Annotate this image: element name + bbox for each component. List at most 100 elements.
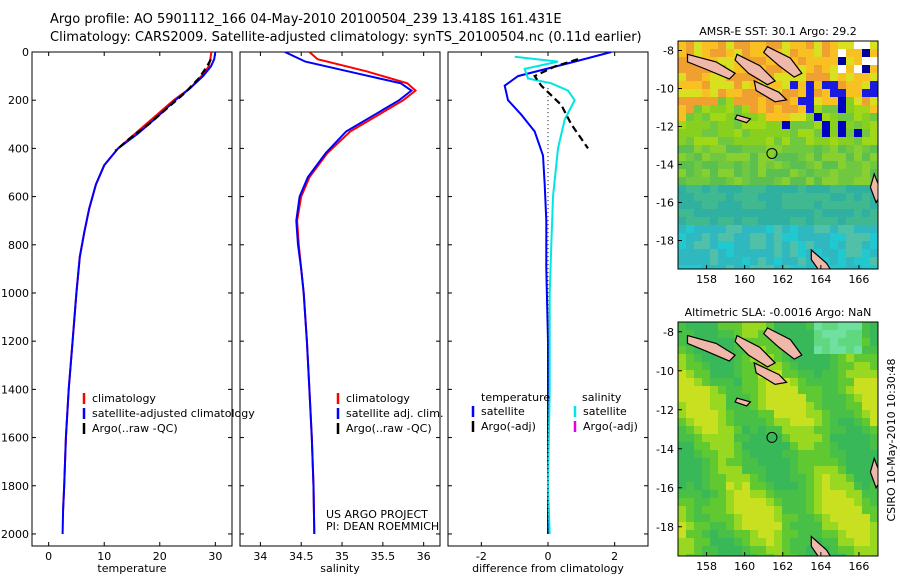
salinity-xtick-label: 35 — [335, 550, 349, 563]
sla_map-cell — [830, 354, 838, 362]
sst_map-cell — [790, 177, 798, 185]
sst_map-cell — [806, 193, 814, 201]
sla_map-cell — [758, 474, 766, 482]
sst_map-cell — [798, 137, 806, 145]
sla_map-cell — [854, 418, 862, 426]
sla_map-cell — [718, 402, 726, 410]
sla_map-cell — [806, 418, 814, 426]
sst_map-cell — [694, 257, 702, 265]
sla_map-cell — [782, 370, 790, 378]
sla_map-cell — [694, 354, 702, 362]
sst_map-cell — [838, 265, 846, 269]
sst_map-cell — [694, 49, 702, 57]
sst_map-cell — [710, 169, 718, 177]
sst_map-cell — [782, 169, 790, 177]
sla_map-cell — [806, 338, 814, 346]
sst_map-cell — [718, 145, 726, 153]
sla_map-cell — [766, 394, 774, 402]
sla_map-cell — [686, 354, 694, 362]
sla_map-cell — [830, 538, 838, 546]
sla_map-cell — [870, 554, 878, 556]
sst_map-cell — [798, 185, 806, 193]
sla_map-cell — [782, 530, 790, 538]
sla_map-cell — [806, 378, 814, 386]
sst_map-cell — [838, 129, 846, 137]
sla_map-cell — [862, 370, 870, 378]
sst_map-cell — [846, 41, 854, 49]
sla_map-cell — [774, 450, 782, 458]
sst_map-cell — [830, 65, 838, 73]
sst_map-cell — [686, 265, 694, 269]
sst_map-cell — [822, 97, 830, 105]
sla_map-cell — [678, 546, 686, 554]
sla_map-cell — [766, 538, 774, 546]
sla_map-cell — [822, 538, 830, 546]
sst_map-cell — [862, 113, 870, 121]
sst_map-cell — [870, 65, 878, 73]
sla_map-cell — [742, 322, 750, 330]
sla_map-cell — [782, 514, 790, 522]
sst_map-cell — [798, 177, 806, 185]
sst_map-cell — [750, 57, 758, 65]
sst_map-cell — [726, 225, 734, 233]
temperature-series-satellite-adjusted-climatology — [61, 52, 217, 535]
sla_map-cell — [774, 394, 782, 402]
sla_map-cell — [734, 482, 742, 490]
sla_map-cell — [846, 506, 854, 514]
sla_map-cell — [678, 322, 686, 330]
legend-entry: climatology — [346, 392, 410, 405]
sla_map-cell — [678, 442, 686, 450]
sla_map-cell — [750, 490, 758, 498]
sla_map-cell — [750, 386, 758, 394]
sst_map-cell — [694, 97, 702, 105]
sst_map-cell — [790, 113, 798, 121]
sla_map-cell — [790, 474, 798, 482]
sla_map-cell — [726, 554, 734, 556]
sla_map-cell — [742, 330, 750, 338]
sla_map-cell — [854, 354, 862, 362]
sst_map-cell — [870, 257, 878, 265]
sst_map-cell — [774, 209, 782, 217]
sla_map-cell — [870, 482, 878, 490]
sst_map-cell — [862, 65, 870, 73]
sst_map-cell — [846, 217, 854, 225]
sla_map-cell — [750, 442, 758, 450]
sst_map-cell — [686, 209, 694, 217]
sla_map-cell — [734, 522, 742, 530]
sla_map-cell — [694, 394, 702, 402]
sst_map-ytick-label: -8 — [663, 45, 674, 58]
sst_map-cell — [686, 185, 694, 193]
sla_map-heatmap — [678, 322, 878, 556]
sst_map-cell — [702, 41, 710, 49]
sst_map-cell — [726, 241, 734, 249]
sst_map-cell — [750, 105, 758, 113]
sst_map-cell — [718, 113, 726, 121]
sla_map-cell — [758, 546, 766, 554]
sst_map-cell — [774, 81, 782, 89]
sla_map-cell — [798, 474, 806, 482]
sla_map-cell — [798, 434, 806, 442]
sla_map-cell — [862, 362, 870, 370]
sla_map-cell — [758, 450, 766, 458]
sla_map-cell — [718, 442, 726, 450]
sla_map-cell — [870, 330, 878, 338]
sla_map-cell — [750, 538, 758, 546]
sst_map-cell — [686, 169, 694, 177]
sla_map-cell — [718, 546, 726, 554]
sst_map-cell — [822, 241, 830, 249]
sla_map-cell — [782, 506, 790, 514]
sla_map-cell — [742, 418, 750, 426]
sla_map-cell — [718, 378, 726, 386]
sla_map-cell — [750, 506, 758, 514]
sst_map-cell — [806, 217, 814, 225]
sst_map-cell — [766, 169, 774, 177]
sla_map-cell — [734, 418, 742, 426]
sla_map-cell — [734, 322, 742, 330]
sla_map-cell — [862, 530, 870, 538]
sla_map-cell — [686, 522, 694, 530]
sla_map-cell — [750, 330, 758, 338]
sst_map-cell — [854, 225, 862, 233]
sst_map-cell — [814, 161, 822, 169]
sst_map-cell — [742, 241, 750, 249]
sla_map-xtick-label: 162 — [772, 560, 793, 573]
